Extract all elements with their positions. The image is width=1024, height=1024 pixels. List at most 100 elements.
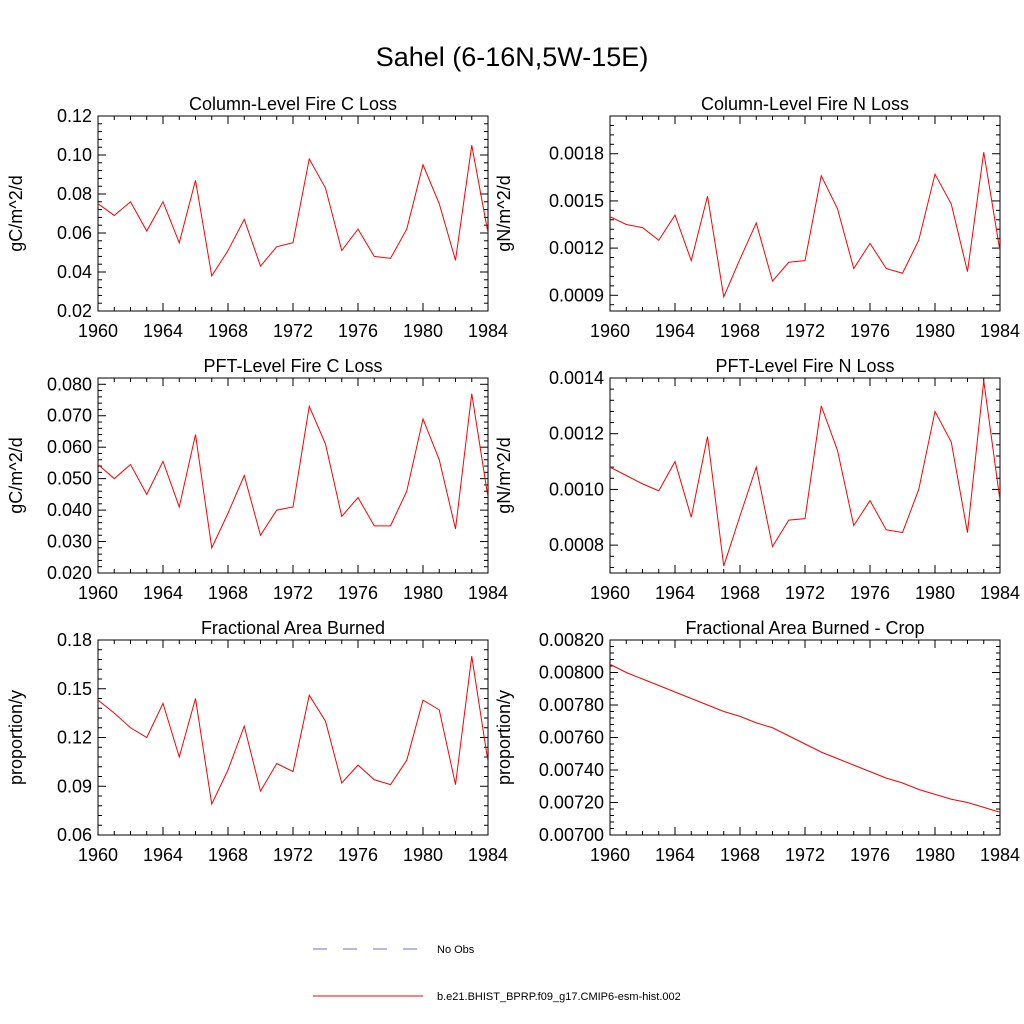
y-tick-label: 0.070 bbox=[47, 406, 92, 426]
y-tick-label: 0.00720 bbox=[539, 793, 604, 813]
y-tick-label: 0.12 bbox=[57, 728, 92, 748]
y-tick-label: 0.00780 bbox=[539, 695, 604, 715]
x-tick-label: 1984 bbox=[468, 321, 508, 341]
x-tick-label: 1980 bbox=[403, 845, 443, 865]
x-tick-label: 1984 bbox=[468, 583, 508, 603]
y-tick-label: 0.0012 bbox=[549, 424, 604, 444]
y-tick-label: 0.10 bbox=[57, 145, 92, 165]
panel-5: Fractional Area Burned proportion/y 1960 19… bbox=[6, 618, 508, 865]
y-tick-label: 0.00800 bbox=[539, 663, 604, 683]
y-tick-label: 0.030 bbox=[47, 532, 92, 552]
y-axis-label: gC/m^2/d bbox=[6, 437, 26, 513]
series-line bbox=[98, 145, 488, 278]
y-tick-label: 0.15 bbox=[57, 679, 92, 699]
x-tick-label: 1972 bbox=[273, 845, 313, 865]
plot-frame bbox=[609, 377, 1001, 574]
y-axis-label: gC/m^2/d bbox=[6, 175, 26, 251]
x-tick-label: 1960 bbox=[78, 845, 118, 865]
x-tick-label: 1960 bbox=[590, 583, 630, 603]
y-tick-label: 0.0010 bbox=[549, 479, 604, 499]
x-tick-label: 1968 bbox=[208, 845, 248, 865]
x-tick-label: 1968 bbox=[720, 845, 760, 865]
x-tick-label: 1980 bbox=[403, 321, 443, 341]
y-tick-label: 0.00820 bbox=[539, 630, 604, 650]
legend-model-label: b.e21.BHIST_BPRP.f09_g17.CMIP6-esm-hist.… bbox=[437, 991, 681, 1003]
x-tick-label: 1968 bbox=[208, 583, 248, 603]
x-tick-label: 1976 bbox=[338, 321, 378, 341]
series-line bbox=[610, 152, 1000, 299]
y-tick-label: 0.06 bbox=[57, 223, 92, 243]
x-tick-label: 1972 bbox=[785, 583, 825, 603]
y-tick-label: 0.050 bbox=[47, 469, 92, 489]
panel-1: Column-Level Fire C Loss gC/m^2/d 1960 1964… bbox=[6, 94, 508, 341]
y-tick-label: 0.0015 bbox=[549, 191, 604, 211]
x-tick-label: 1964 bbox=[143, 321, 183, 341]
panel-3: PFT-Level Fire C Loss gC/m^2/d 1960 1964 196… bbox=[6, 356, 508, 603]
x-tick-label: 1980 bbox=[403, 583, 443, 603]
y-tick-label: 0.080 bbox=[47, 374, 92, 394]
x-tick-label: 1960 bbox=[590, 321, 630, 341]
x-tick-label: 1960 bbox=[590, 845, 630, 865]
x-tick-label: 1964 bbox=[143, 845, 183, 865]
x-tick-label: 1980 bbox=[915, 583, 955, 603]
plot-frame bbox=[97, 639, 489, 836]
x-tick-label: 1980 bbox=[915, 321, 955, 341]
y-axis-label: proportion/y bbox=[494, 690, 514, 785]
y-tick-label: 0.00760 bbox=[539, 728, 604, 748]
y-axis-label: proportion/y bbox=[6, 690, 26, 785]
y-tick-label: 0.020 bbox=[47, 563, 92, 583]
panel-title: PFT-Level Fire C Loss bbox=[203, 356, 382, 376]
x-tick-label: 1968 bbox=[720, 583, 760, 603]
x-tick-label: 1976 bbox=[338, 845, 378, 865]
x-tick-label: 1980 bbox=[915, 845, 955, 865]
x-tick-label: 1984 bbox=[980, 321, 1020, 341]
y-tick-label: 0.0012 bbox=[549, 238, 604, 258]
y-tick-label: 0.02 bbox=[57, 301, 92, 321]
legend: No Obs b.e21.BHIST_BPRP.f09_g17.CMIP6-es… bbox=[313, 944, 681, 1003]
y-tick-label: 0.08 bbox=[57, 184, 92, 204]
y-tick-label: 0.18 bbox=[57, 630, 92, 650]
y-tick-label: 0.06 bbox=[57, 825, 92, 845]
x-tick-label: 1968 bbox=[208, 321, 248, 341]
x-tick-label: 1960 bbox=[78, 321, 118, 341]
x-tick-label: 1984 bbox=[980, 583, 1020, 603]
panel-title: Fractional Area Burned - Crop bbox=[685, 618, 924, 638]
x-tick-label: 1976 bbox=[850, 845, 890, 865]
panels: Column-Level Fire C Loss gC/m^2/d 1960 1964… bbox=[6, 94, 1020, 865]
panel-2: Column-Level Fire N Loss gN/m^2/d 1960 1964… bbox=[494, 94, 1020, 341]
panel-title: Column-Level Fire N Loss bbox=[701, 94, 909, 114]
x-tick-label: 1968 bbox=[720, 321, 760, 341]
figure-title: Sahel (6-16N,5W-15E) bbox=[376, 42, 649, 72]
y-tick-label: 0.0018 bbox=[549, 144, 604, 164]
x-tick-label: 1984 bbox=[468, 845, 508, 865]
panel-4: PFT-Level Fire N Loss gN/m^2/d 1960 1964 196… bbox=[494, 356, 1020, 603]
x-tick-label: 1972 bbox=[785, 321, 825, 341]
x-tick-label: 1976 bbox=[338, 583, 378, 603]
y-tick-label: 0.0008 bbox=[549, 535, 604, 555]
x-tick-label: 1964 bbox=[655, 321, 695, 341]
x-tick-label: 1984 bbox=[980, 845, 1020, 865]
y-tick-label: 0.0014 bbox=[549, 368, 604, 388]
panel-6: Fractional Area Burned - Crop proportion/… bbox=[494, 618, 1020, 865]
y-tick-label: 0.12 bbox=[57, 106, 92, 126]
x-tick-label: 1976 bbox=[850, 321, 890, 341]
x-tick-label: 1972 bbox=[273, 321, 313, 341]
y-tick-label: 0.060 bbox=[47, 437, 92, 457]
x-tick-label: 1972 bbox=[273, 583, 313, 603]
y-tick-label: 0.00740 bbox=[539, 760, 604, 780]
y-tick-label: 0.040 bbox=[47, 500, 92, 520]
y-tick-label: 0.00700 bbox=[539, 825, 604, 845]
y-tick-label: 0.0009 bbox=[549, 285, 604, 305]
x-tick-label: 1964 bbox=[655, 845, 695, 865]
series-line bbox=[610, 663, 1000, 813]
series-line bbox=[98, 393, 488, 550]
x-tick-label: 1960 bbox=[78, 583, 118, 603]
series-line bbox=[610, 380, 1000, 567]
x-tick-label: 1976 bbox=[850, 583, 890, 603]
panel-title: Column-Level Fire C Loss bbox=[189, 94, 397, 114]
series-line bbox=[98, 656, 488, 806]
x-tick-label: 1972 bbox=[785, 845, 825, 865]
x-tick-label: 1964 bbox=[655, 583, 695, 603]
panel-title: PFT-Level Fire N Loss bbox=[715, 356, 894, 376]
